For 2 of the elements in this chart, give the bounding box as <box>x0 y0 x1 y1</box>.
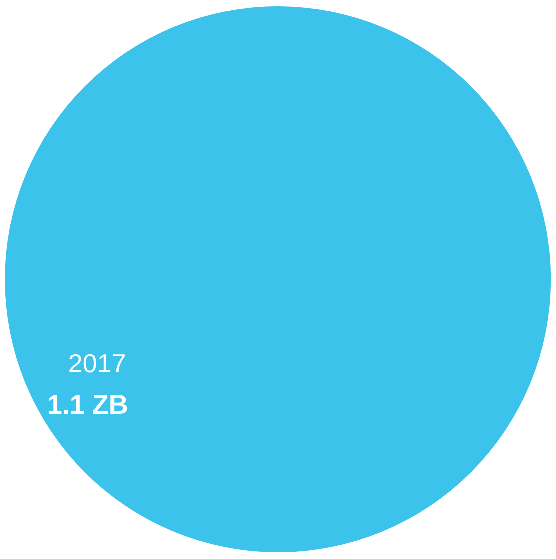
data-label: 1.1 ZB <box>47 390 128 420</box>
category-label: 2017 <box>68 348 126 379</box>
